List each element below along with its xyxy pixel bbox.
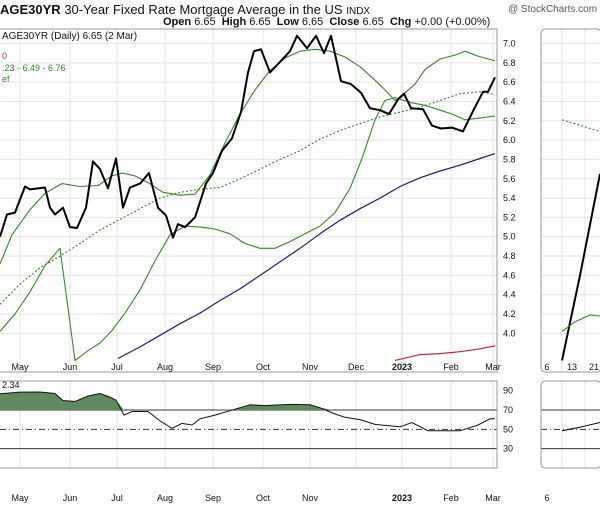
indicator-x-tick-label: 2023: [392, 493, 412, 503]
symbol: AGE30YR: [0, 2, 61, 17]
y-tick-label: 4.4: [503, 290, 516, 300]
series-ma-red: [394, 345, 496, 361]
chart-title: AGE30YR 30-Year Fixed Rate Mortgage Aver…: [0, 2, 370, 17]
side-price-panel-frame: [540, 28, 600, 373]
legend-bollinger: .23 - 6.49 - 6.76: [2, 63, 66, 73]
x-tick-label: Jul: [111, 362, 123, 372]
chg-value: +0.00 (+0.00%): [414, 16, 491, 28]
open-label: Open: [163, 16, 192, 28]
x-tick-label: Nov: [302, 362, 319, 372]
low-label: Low: [276, 16, 299, 28]
x-tick-label: Jun: [63, 362, 78, 372]
indicator-y-tick-label: 30: [503, 444, 513, 454]
exchange: INDX: [346, 6, 371, 17]
indicator-x-tick-label: May: [11, 493, 29, 503]
indicator-x-tick-label: Nov: [302, 493, 319, 503]
y-tick-label: 6.2: [503, 116, 516, 126]
series-rsi: [0, 391, 495, 432]
close-label: Close: [329, 16, 360, 28]
rsi-overbought-fill: [0, 392, 495, 410]
low-value: 6.65: [301, 16, 324, 28]
indicator-x-tick-label: Mar: [485, 493, 501, 503]
series-side-rsi: [561, 422, 600, 432]
series-ma-dotted: [0, 91, 496, 305]
ohlc-readout: Open 6.65 High 6.65 Low 6.65 Close 6.65 …: [163, 16, 490, 28]
side-x-tick-label: 13: [567, 362, 577, 372]
high-value: 6.65: [249, 16, 271, 28]
indicator-y-tick-label: 70: [503, 405, 513, 415]
indicator-x-tick-label: Oct: [256, 493, 271, 503]
x-tick-label: Oct: [256, 362, 271, 372]
watermark: @ StockCharts.com: [508, 4, 598, 15]
y-tick-label: 4.8: [503, 251, 516, 261]
legend-ma-red: 0: [2, 51, 8, 61]
legend-price: AGE30YR (Daily) 6.65 (2 Mar): [2, 31, 138, 42]
close-value: 6.65: [362, 16, 384, 28]
series-bb-lower: [0, 97, 496, 361]
legend-ma-dotted: ef: [2, 74, 10, 84]
y-tick-label: 4.0: [503, 328, 516, 338]
y-tick-label: 7.0: [503, 39, 516, 49]
y-tick-label: 6.4: [503, 97, 516, 107]
legend-indicator: 2.34: [2, 380, 20, 390]
y-tick-label: 6.0: [503, 135, 516, 145]
side-indicator-panel-frame: [540, 380, 600, 469]
chg-label: Chg: [389, 16, 412, 28]
series-side-bb: [561, 314, 600, 332]
series-price: [0, 34, 496, 239]
title-text: 30-Year Fixed Rate Mortgage Average in t…: [64, 2, 343, 17]
x-tick-label: Dec: [348, 362, 365, 372]
open-value: 6.65: [194, 16, 216, 28]
indicator-x-tick-label: Sep: [205, 493, 221, 503]
y-tick-label: 4.6: [503, 270, 516, 280]
x-tick-label: Feb: [443, 362, 459, 372]
indicator-panel-frame: [0, 380, 498, 469]
x-tick-label: Aug: [157, 362, 173, 372]
side-x-tick-label: 21: [589, 362, 599, 372]
x-tick-label: 2023: [392, 362, 412, 372]
indicator-x-tick-label: Jun: [63, 493, 78, 503]
y-tick-label: 6.8: [503, 58, 516, 68]
y-tick-label: 5.6: [503, 174, 516, 184]
y-tick-label: 4.2: [503, 309, 516, 319]
series-ma-navy: [117, 153, 496, 360]
x-tick-label: Sep: [205, 362, 221, 372]
series-side-ma: [561, 119, 600, 132]
x-tick-label: May: [11, 362, 29, 372]
y-tick-label: 5.4: [503, 193, 516, 203]
y-tick-label: 5.2: [503, 212, 516, 222]
indicator-x-tick-label: Feb: [443, 493, 459, 503]
y-tick-label: 6.6: [503, 77, 516, 87]
x-tick-label: Mar: [485, 362, 501, 372]
price-panel-frame: [0, 28, 498, 373]
indicator-x-tick-label: Jul: [111, 493, 123, 503]
side-x-tick-label: 6: [544, 362, 549, 372]
indicator-y-tick-label: 90: [503, 386, 513, 396]
series-bb-upper: [0, 48, 496, 265]
series-side-price: [561, 173, 600, 361]
indicator-y-tick-label: 50: [503, 424, 513, 434]
high-label: High: [221, 16, 247, 28]
indicator-x-tick-label: Aug: [157, 493, 173, 503]
side-indicator-x-tick-label: 6: [544, 493, 549, 503]
y-tick-label: 5.8: [503, 154, 516, 164]
y-tick-label: 5.0: [503, 232, 516, 242]
